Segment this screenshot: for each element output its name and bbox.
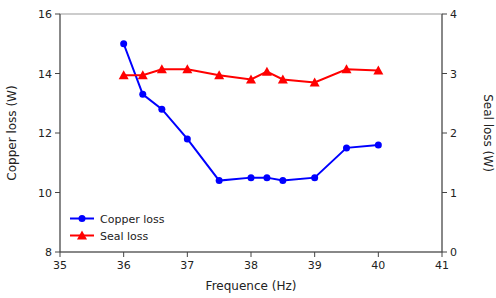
x-tick-label: 37 — [180, 259, 194, 272]
y-tick-label: 8 — [45, 246, 52, 259]
series-marker — [262, 67, 272, 76]
y2-tick — [442, 73, 447, 74]
series-marker — [138, 70, 148, 79]
series-marker — [375, 141, 382, 148]
y-tick — [55, 192, 60, 193]
plot-marks — [119, 40, 384, 184]
x-tick — [442, 252, 443, 257]
series-marker — [119, 70, 129, 79]
legend: Copper loss Seal loss — [70, 213, 165, 243]
series-marker — [184, 135, 191, 142]
legend-marker — [79, 215, 86, 222]
x-tick — [60, 252, 61, 257]
series-marker — [343, 144, 350, 151]
legend-label: Seal loss — [100, 230, 149, 243]
x-tick-label: 36 — [117, 259, 131, 272]
series-marker — [182, 64, 192, 73]
x-tick — [251, 252, 252, 257]
x-tick — [123, 252, 124, 257]
series-marker — [158, 106, 165, 113]
series-marker — [373, 66, 383, 75]
x-tick-label: 39 — [308, 259, 322, 272]
y-tick — [55, 73, 60, 74]
y-tick — [55, 252, 60, 253]
x-tick-label: 41 — [435, 259, 449, 272]
series-marker — [157, 64, 167, 73]
y2-tick — [442, 133, 447, 134]
y-axis-label: Copper loss (W) — [5, 85, 19, 180]
series-marker — [248, 174, 255, 181]
y-tick — [55, 133, 60, 134]
y2-tick-label: 4 — [450, 8, 457, 21]
x-tick — [187, 252, 188, 257]
y2-axis-line — [442, 14, 443, 252]
x-axis-label: Frequence (Hz) — [206, 279, 297, 293]
series-line — [124, 44, 379, 181]
x-axis-line — [60, 252, 442, 253]
y-tick-label: 10 — [38, 187, 52, 200]
x-tick — [378, 252, 379, 257]
y2-tick-label: 3 — [450, 68, 457, 81]
x-tick-label: 38 — [244, 259, 258, 272]
y2-tick-label: 1 — [450, 187, 457, 200]
series-marker — [310, 77, 320, 86]
chart: 3536373839404181012141601234Frequence (H… — [0, 0, 496, 298]
series-marker — [311, 174, 318, 181]
legend-marker — [77, 231, 87, 240]
series-marker — [278, 74, 288, 83]
plot-frame — [60, 14, 442, 252]
y-tick — [55, 14, 60, 15]
series-marker — [214, 70, 224, 79]
y-tick-label: 14 — [38, 68, 52, 81]
y2-tick — [442, 14, 447, 15]
y-axis-line — [60, 14, 61, 252]
y2-tick — [442, 252, 447, 253]
legend-label: Copper loss — [100, 213, 165, 226]
series-marker — [342, 64, 352, 73]
y2-tick-label: 2 — [450, 127, 457, 140]
y-tick-label: 12 — [38, 127, 52, 140]
y2-tick-label: 0 — [450, 246, 457, 259]
y2-axis-label: Seal loss (W) — [481, 94, 495, 172]
series-marker — [279, 177, 286, 184]
x-tick — [314, 252, 315, 257]
series-marker — [246, 74, 256, 83]
y-tick-label: 16 — [38, 8, 52, 21]
x-tick-label: 40 — [371, 259, 385, 272]
series-marker — [216, 177, 223, 184]
series-marker — [120, 40, 127, 47]
series-marker — [263, 174, 270, 181]
series-marker — [139, 91, 146, 98]
x-tick-label: 35 — [53, 259, 67, 272]
y2-tick — [442, 192, 447, 193]
